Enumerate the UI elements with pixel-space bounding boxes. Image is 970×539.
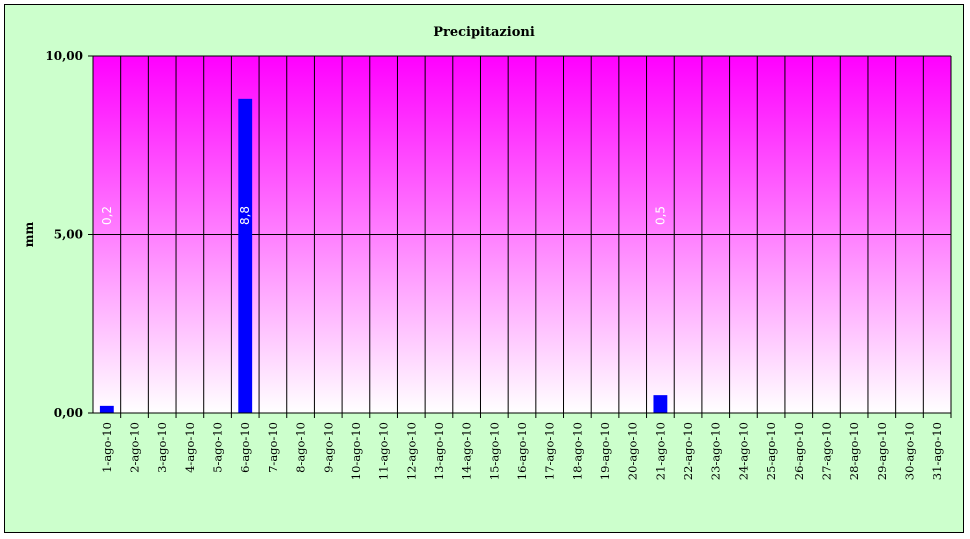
x-tick-label: 16-ago-10	[515, 422, 529, 480]
x-tick-label: 26-ago-10	[792, 422, 806, 480]
x-tick-label: 7-ago-10	[266, 422, 280, 473]
x-tick-label: 5-ago-10	[211, 422, 225, 473]
x-tick-label: 24-ago-10	[736, 422, 750, 480]
x-tick-label: 10-ago-10	[349, 422, 363, 480]
x-tick-label: 8-ago-10	[294, 422, 308, 473]
x-tick-label: 2-ago-10	[128, 422, 142, 473]
x-tick-label: 9-ago-10	[321, 422, 335, 473]
x-tick-label: 22-ago-10	[681, 422, 695, 480]
x-tick-label: 18-ago-10	[570, 422, 584, 480]
y-tick-label: 5,00	[54, 228, 83, 242]
x-tick-label: 13-ago-10	[432, 422, 446, 480]
x-tick-label: 23-ago-10	[709, 422, 723, 480]
y-axis-label: mm	[22, 222, 36, 248]
x-tick-label: 25-ago-10	[764, 422, 778, 480]
bar	[99, 405, 114, 413]
x-tick-label: 27-ago-10	[819, 422, 833, 480]
x-tick-label: 12-ago-10	[404, 422, 418, 480]
bar	[653, 395, 668, 413]
x-tick-label: 29-ago-10	[875, 422, 889, 480]
y-tick-label: 0,00	[54, 406, 83, 420]
x-tick-label: 21-ago-10	[653, 422, 667, 480]
data-label: 0,2	[100, 206, 114, 225]
x-tick-label: 17-ago-10	[543, 422, 557, 480]
x-tick-label: 4-ago-10	[183, 422, 197, 473]
x-tick-label: 1-ago-10	[100, 422, 114, 473]
x-tick-label: 31-ago-10	[930, 422, 944, 480]
x-tick-label: 15-ago-10	[487, 422, 501, 480]
x-tick-label: 19-ago-10	[598, 422, 612, 480]
x-tick-label: 20-ago-10	[626, 422, 640, 480]
x-tick-label: 11-ago-10	[377, 422, 391, 480]
x-tick-label: 3-ago-10	[155, 422, 169, 473]
y-tick-label: 10,00	[45, 49, 83, 63]
chart-title: Precipitazioni	[433, 25, 535, 40]
x-tick-label: 14-ago-10	[460, 422, 474, 480]
x-tick-label: 28-ago-10	[847, 422, 861, 480]
data-label: 0,5	[653, 206, 667, 225]
x-tick-label: 6-ago-10	[238, 422, 252, 473]
x-tick-label: 30-ago-10	[902, 422, 916, 480]
bar	[238, 98, 253, 413]
data-label: 8,8	[238, 206, 252, 225]
